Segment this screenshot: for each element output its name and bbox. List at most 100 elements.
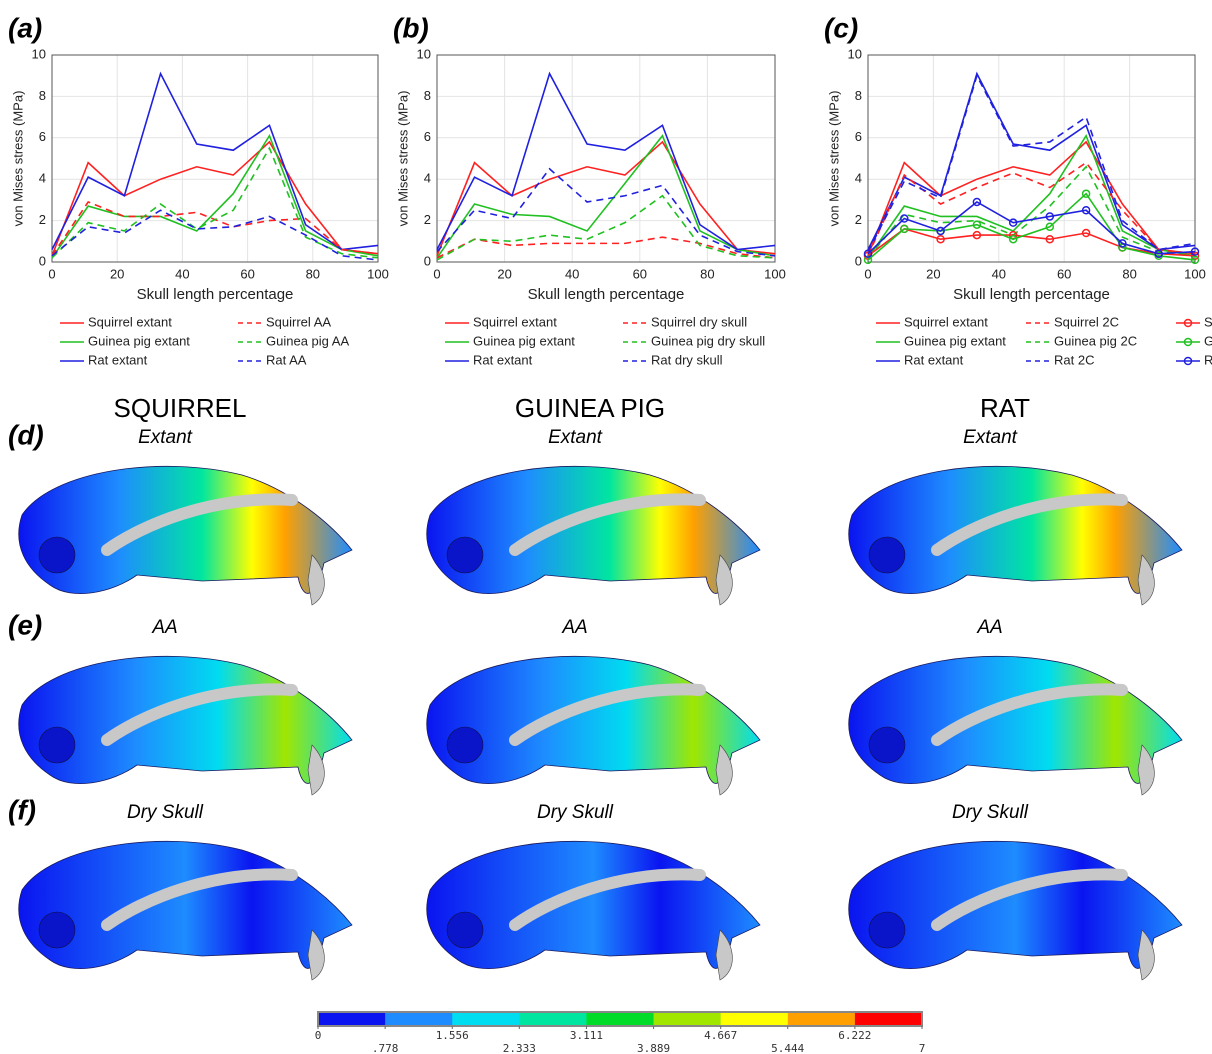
- series-line: [436, 167, 776, 257]
- incisor: [1137, 744, 1155, 796]
- legend-label: Guinea pig extant: [473, 333, 575, 348]
- colorbar-frame: [317, 1011, 923, 1027]
- legend-marker: [1183, 318, 1193, 328]
- panel-label: (d): [8, 419, 44, 450]
- legend-label: Squirrel extant: [904, 314, 988, 329]
- orbit: [38, 911, 76, 949]
- x-tick-label: 100: [367, 266, 389, 281]
- panel-label: (c): [824, 12, 858, 43]
- data-point: [1081, 189, 1091, 198]
- incisor: [715, 744, 733, 796]
- series-line: [867, 201, 1196, 255]
- legend-marker: [1183, 337, 1193, 347]
- legend-label: Squirrel extant: [88, 314, 172, 329]
- zygomatic-arch: [509, 493, 706, 556]
- colorbar-band: [787, 1012, 856, 1026]
- x-tick-label: 40: [175, 266, 189, 281]
- y-tick-label: 10: [417, 46, 431, 61]
- legend-label: Guinea pig extant: [904, 333, 1006, 348]
- y-tick-label: 2: [855, 212, 862, 227]
- legend-label: Rat 1A: [1204, 352, 1212, 367]
- colorbar-tick-label: 4.667: [704, 1029, 737, 1042]
- data-point: [1154, 249, 1163, 258]
- colorbar-band: [519, 1012, 587, 1026]
- y-tick-label: 0: [39, 253, 46, 268]
- skull-image: [426, 655, 761, 796]
- legend-label: Rat 2C: [1054, 352, 1094, 367]
- plot-area: [868, 55, 1195, 262]
- row-label: Extant: [963, 427, 1018, 448]
- y-axis-label: von Mises stress (MPa): [10, 91, 25, 227]
- legend-label: Rat extant: [88, 352, 148, 367]
- legend-label: Rat dry skull: [651, 352, 723, 367]
- column-title: GUINEA PIG: [515, 393, 665, 423]
- legend-label: Guinea pig 2C: [1054, 333, 1137, 348]
- colorbar-band: [653, 1012, 722, 1026]
- x-tick-label: 80: [700, 266, 714, 281]
- x-axis-label: Skull length percentage: [528, 286, 685, 303]
- legend-label: Rat extant: [473, 352, 533, 367]
- series-line: [867, 73, 1196, 253]
- incisor: [715, 929, 733, 981]
- zygomatic-arch: [931, 683, 1128, 746]
- y-tick-label: 4: [39, 171, 46, 186]
- zygomatic-arch: [509, 683, 706, 746]
- row-label: Dry Skull: [537, 802, 614, 823]
- skull-body: [18, 840, 353, 969]
- plot-area: [52, 55, 378, 262]
- series-line: [867, 140, 1196, 257]
- series-line: [436, 236, 776, 259]
- data-point: [1190, 255, 1200, 265]
- y-tick-label: 0: [424, 253, 431, 268]
- y-tick-label: 0: [855, 253, 862, 268]
- skull-body: [18, 465, 353, 594]
- series-line: [436, 71, 776, 251]
- x-tick-label: 0: [48, 266, 55, 281]
- colorbar-tick-label: 7: [919, 1042, 926, 1054]
- incisor: [1137, 929, 1155, 981]
- skull-image: [848, 840, 1183, 981]
- incisor: [715, 554, 733, 606]
- legend-label: Squirrel dry skull: [651, 314, 747, 329]
- x-tick-label: 80: [1122, 266, 1136, 281]
- row-label: Dry Skull: [127, 802, 204, 823]
- x-tick-label: 0: [433, 266, 440, 281]
- series-line: [51, 146, 379, 259]
- data-point: [1190, 247, 1200, 256]
- legend-marker: [1183, 356, 1193, 366]
- series-line: [867, 228, 1196, 257]
- colorbar-tick-label: 1.556: [436, 1029, 469, 1042]
- data-point: [1008, 218, 1018, 227]
- x-tick-label: 20: [926, 266, 940, 281]
- panel-label: (a): [8, 12, 42, 43]
- zygomatic-arch: [101, 493, 298, 556]
- x-tick-label: 60: [240, 266, 254, 281]
- orbit: [446, 726, 484, 764]
- x-tick-label: 100: [1184, 266, 1206, 281]
- row-label: AA: [151, 617, 177, 638]
- data-point: [1045, 212, 1055, 221]
- data-point: [1081, 206, 1091, 215]
- orbit: [446, 536, 484, 574]
- zygomatic-arch: [101, 868, 298, 931]
- y-tick-label: 2: [424, 212, 431, 227]
- row-label: Dry Skull: [952, 802, 1029, 823]
- orbit: [38, 536, 76, 574]
- x-tick-label: 0: [864, 266, 871, 281]
- y-tick-label: 6: [424, 129, 431, 144]
- y-tick-label: 8: [39, 88, 46, 103]
- data-point: [936, 226, 945, 236]
- x-tick-label: 20: [110, 266, 124, 281]
- series-line: [436, 134, 776, 259]
- data-point: [1045, 222, 1055, 232]
- series-line: [51, 209, 379, 261]
- x-tick-label: 20: [497, 266, 511, 281]
- orbit: [38, 726, 76, 764]
- x-axis-label: Skull length percentage: [953, 286, 1110, 303]
- colorbar-tick-label: 5.444: [771, 1042, 804, 1054]
- data-point: [900, 224, 909, 234]
- colorbar-tick-label: 3.889: [637, 1042, 670, 1054]
- x-tick-label: 40: [992, 266, 1006, 281]
- zygomatic-arch: [931, 868, 1128, 931]
- y-tick-label: 6: [855, 129, 862, 144]
